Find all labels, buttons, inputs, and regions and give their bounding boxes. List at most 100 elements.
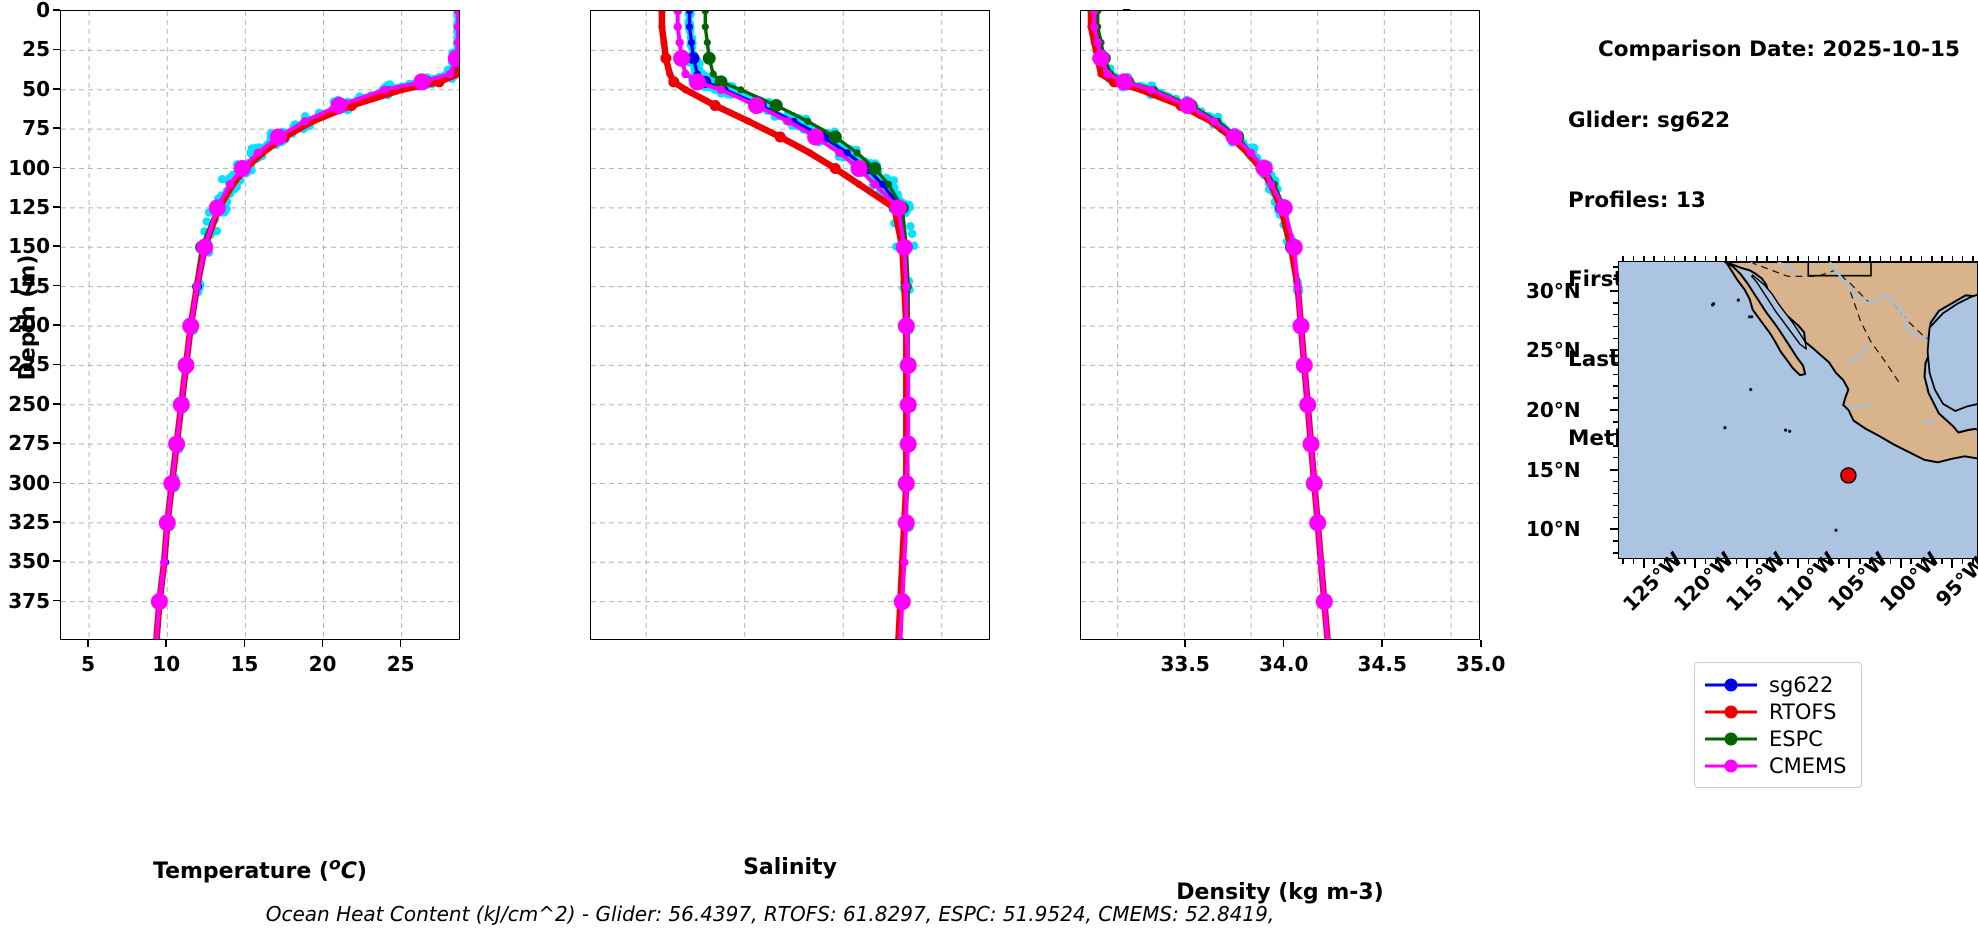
map-minor-tickmark: [1920, 256, 1923, 261]
y-tick-label: 250: [8, 391, 50, 416]
map-minor-tickmark: [1941, 256, 1943, 261]
legend: sg622 RTOFS ESPC CMEMS: [1694, 662, 1862, 788]
map-minor-tickmark: [1972, 256, 1974, 261]
map-minor-tickmark: [1613, 302, 1618, 304]
y-tickmark: [53, 9, 60, 11]
map-minor-tickmark: [1838, 256, 1840, 261]
y-tick-label: 200: [8, 313, 50, 337]
legend-swatch-sg622: [1705, 676, 1757, 694]
map-lat-label: 15°N: [1526, 457, 1581, 482]
map-minor-tickmark: [1869, 256, 1871, 261]
x-tick-label: 34.5: [1357, 652, 1407, 676]
y-tick-label: 125: [8, 194, 50, 219]
map-minor-tickmark: [1613, 445, 1618, 447]
depth-axis-title-text: Depth (m): [15, 254, 41, 381]
temperature-curves: [61, 11, 459, 639]
density-axis-title-text: Density (kg m-3): [1176, 880, 1384, 905]
temperature-plot-area: [60, 10, 460, 640]
map-minor-tickmark: [1776, 256, 1779, 261]
y-tick-label: 225: [8, 352, 50, 377]
y-tickmark: [53, 599, 60, 602]
temperature-axis-title-text: Temperature (oC): [153, 855, 367, 885]
x-tickmark: [87, 640, 89, 647]
y-tickmark: [53, 560, 60, 563]
map-minor-tickmark: [1951, 256, 1954, 261]
map-minor-tickmark: [1613, 290, 1618, 292]
map-minor-tickmark: [1613, 337, 1618, 340]
map-minor-tickmark: [1838, 559, 1840, 564]
x-tickmark: [321, 640, 324, 647]
y-tick-label: 75: [22, 116, 50, 141]
map-lat-label: 25°N: [1526, 338, 1581, 363]
y-tick-label: 25: [22, 37, 50, 62]
legend-label-rtofs: RTOFS: [1769, 699, 1837, 724]
map-minor-tickmark: [1613, 516, 1618, 519]
y-tickmark: [53, 442, 60, 444]
y-tickmark: [53, 324, 60, 326]
map-minor-tickmark: [1797, 559, 1799, 564]
map-minor-tickmark: [1613, 433, 1618, 435]
density-axis-title: Density (kg m-3): [1080, 880, 1480, 905]
map-minor-tickmark: [1613, 480, 1618, 483]
map-minor-tickmark: [1684, 256, 1686, 261]
map-minor-tickmark: [1879, 256, 1882, 261]
density-curves: [1081, 11, 1479, 639]
map-minor-tickmark: [1613, 325, 1618, 328]
comparison-date-value: Comparison Date: 2025-10-15: [1597, 36, 1960, 62]
temperature-axis-title: Temperature (oC): [60, 855, 460, 884]
legend-item-sg622[interactable]: sg622: [1705, 671, 1847, 698]
map-minor-tickmark: [1910, 256, 1912, 261]
y-tick-label: 175: [8, 273, 50, 298]
map-minor-tickmark: [1632, 256, 1635, 261]
map-minor-tickmark: [1613, 456, 1618, 459]
map-minor-tickmark: [1889, 256, 1892, 261]
location-map: [1618, 261, 1978, 559]
legend-label-sg622: sg622: [1769, 672, 1834, 697]
legend-swatch-espc: [1705, 730, 1757, 748]
map-graphic: [1619, 262, 1977, 558]
map-minor-tickmark: [1613, 266, 1618, 268]
map-minor-tickmark: [1889, 559, 1892, 564]
salinity-axis-title: Salinity: [590, 855, 990, 880]
x-tick-label: 20: [308, 652, 337, 676]
map-minor-tickmark: [1643, 559, 1645, 564]
map-minor-tickmark: [1807, 559, 1810, 564]
map-minor-tickmark: [1735, 559, 1738, 564]
legend-item-rtofs[interactable]: RTOFS: [1705, 698, 1847, 725]
legend-item-cmems[interactable]: CMEMS: [1705, 752, 1847, 779]
legend-swatch-cmems: [1705, 757, 1757, 775]
density-panel: 102210241026102810301032 Density (kg m-3…: [1030, 0, 1500, 934]
map-minor-tickmark: [1613, 349, 1618, 352]
x-tick-label: 33.5: [1160, 652, 1210, 676]
map-minor-tickmark: [1745, 559, 1748, 564]
map-minor-tickmark: [1613, 397, 1618, 399]
map-lat-label: 20°N: [1526, 398, 1581, 422]
y-tick-label: 0: [36, 0, 50, 22]
map-lat-label: 30°N: [1526, 278, 1581, 303]
depth-axis-title: Depth (m): [16, 248, 41, 388]
map-minor-tickmark: [1704, 256, 1707, 261]
ohc-caption-text: Ocean Heat Content (kJ/cm^2) - Glider: 5…: [265, 902, 1275, 926]
y-tickmark: [53, 206, 60, 208]
x-tickmark: [399, 640, 402, 647]
map-minor-tickmark: [1797, 256, 1799, 261]
legend-swatch-rtofs: [1705, 703, 1757, 721]
comparison-date-text: Comparison Date: 2025-10-15: [1568, 10, 1960, 90]
y-tickmark: [1123, 9, 1130, 11]
map-minor-tickmark: [1931, 559, 1933, 564]
map-minor-tickmark: [1632, 559, 1635, 564]
map-minor-tickmark: [1613, 361, 1618, 364]
map-minor-tickmark: [1704, 559, 1707, 564]
map-minor-tickmark: [1613, 540, 1618, 542]
map-minor-tickmark: [1715, 559, 1717, 564]
temperature-panel: 5 10 15 20 25 0 25 50 75 100 125 150 175 200 225 250 275…: [0, 0, 470, 934]
map-minor-tickmark: [1931, 256, 1933, 261]
map-minor-tickmark: [1972, 559, 1974, 564]
y-tick-label: 50: [22, 76, 50, 101]
salinity-plot-area: [590, 10, 990, 640]
y-tick-label: 100: [8, 155, 50, 180]
y-tickmark: [53, 127, 60, 129]
map-minor-tickmark: [1622, 256, 1624, 261]
x-tick-label: 15: [230, 652, 259, 676]
legend-item-espc[interactable]: ESPC: [1705, 725, 1847, 752]
